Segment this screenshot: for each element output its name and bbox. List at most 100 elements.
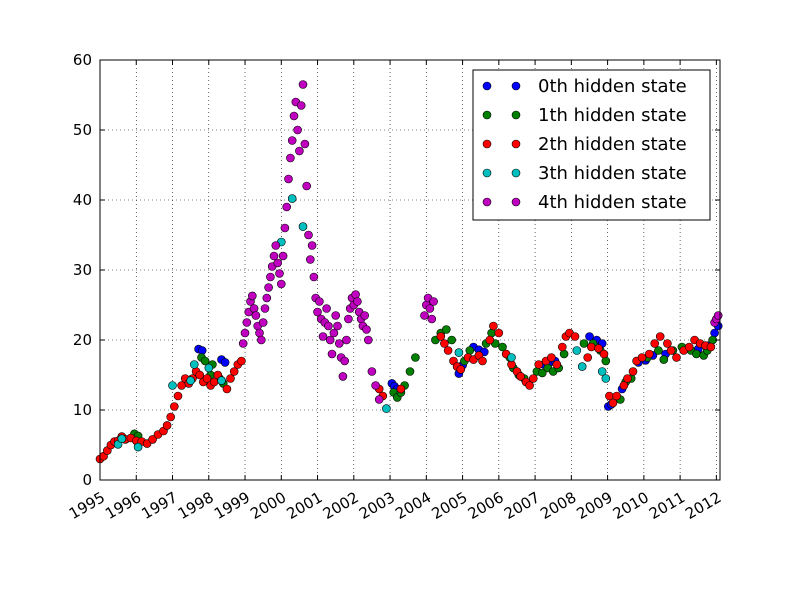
data-point	[537, 368, 547, 378]
data-point	[238, 339, 248, 348]
data-point	[489, 321, 498, 331]
data-point	[411, 353, 420, 362]
data-point	[594, 344, 603, 353]
y-tick-label: 50	[73, 121, 92, 139]
legend-label: 4th hidden state	[538, 192, 687, 213]
data-point	[331, 311, 341, 320]
legend-marker	[482, 81, 492, 91]
data-point	[487, 328, 496, 338]
data-point	[322, 304, 331, 313]
data-point	[333, 321, 342, 331]
data-point	[528, 374, 538, 383]
data-point	[237, 356, 246, 366]
data-point	[327, 349, 337, 359]
data-point	[229, 367, 239, 376]
data-point	[427, 314, 437, 324]
data-point	[302, 181, 312, 191]
data-point	[436, 332, 446, 341]
data-point	[295, 146, 304, 156]
data-point	[266, 272, 275, 282]
data-point	[200, 356, 210, 366]
data-point	[599, 349, 609, 359]
data-point	[166, 412, 175, 422]
data-point	[485, 335, 495, 345]
legend: 0th hidden state 1th hidden state 2th hidd…	[472, 69, 711, 221]
data-point	[425, 304, 435, 313]
data-point	[305, 255, 315, 264]
data-point	[637, 353, 647, 362]
data-point	[304, 230, 313, 240]
data-point	[298, 80, 308, 89]
legend-entry: 1th hidden state	[482, 105, 687, 126]
data-point	[456, 365, 466, 374]
x-tick-label: 1998	[175, 488, 217, 523]
data-point	[255, 328, 264, 338]
legend-marker	[511, 139, 521, 149]
data-point	[217, 376, 226, 385]
data-point	[133, 442, 143, 452]
data-point	[300, 139, 310, 149]
y-tick-label: 40	[73, 191, 92, 209]
data-point	[507, 353, 516, 362]
data-point	[168, 381, 177, 390]
data-point	[666, 346, 676, 355]
data-point	[371, 381, 380, 390]
data-point	[256, 335, 266, 345]
data-point	[608, 398, 618, 408]
x-tick-label: 2010	[610, 488, 652, 523]
legend-marker	[511, 168, 521, 178]
legend-marker	[482, 139, 492, 149]
y-tick-label: 20	[73, 331, 92, 349]
data-point	[552, 360, 562, 369]
axis-ticks	[99, 59, 720, 481]
data-point	[559, 349, 569, 359]
x-tick-label: 2011	[646, 488, 688, 523]
data-point	[570, 332, 580, 341]
data-point	[494, 328, 504, 338]
data-point	[284, 174, 293, 184]
legend-marker	[511, 81, 521, 91]
data-point	[601, 356, 611, 366]
data-point	[242, 318, 252, 327]
data-point	[334, 339, 344, 348]
data-point	[534, 360, 544, 369]
x-tick-label: 2003	[356, 488, 398, 523]
data-point	[654, 346, 663, 355]
data-point	[298, 222, 308, 231]
x-tick-label: 1997	[138, 488, 180, 523]
data-point	[293, 125, 302, 135]
legend-marker	[482, 110, 492, 120]
data-point	[547, 353, 556, 362]
data-point	[275, 269, 284, 278]
data-point	[572, 346, 582, 355]
data-point	[269, 251, 279, 261]
data-point	[443, 346, 453, 355]
data-point	[525, 381, 534, 390]
x-tick-label: 2002	[320, 488, 362, 523]
y-tick-label: 0	[82, 471, 92, 489]
series-2-points	[95, 321, 716, 464]
legend-entry: 0th hidden state	[482, 76, 687, 97]
y-tick-label: 60	[73, 51, 92, 69]
data-point	[601, 374, 611, 383]
data-point	[240, 328, 250, 338]
data-point	[344, 314, 353, 324]
data-point	[220, 358, 230, 367]
data-point	[313, 307, 322, 317]
data-point	[353, 297, 362, 306]
legend-entry: 3th hidden state	[482, 163, 687, 184]
x-tick-label: 2012	[682, 488, 724, 523]
data-point	[307, 241, 317, 250]
data-point	[309, 272, 319, 282]
x-tick-label: 2009	[574, 488, 616, 523]
x-tick-label: 1995	[66, 488, 108, 523]
x-tick-label: 2001	[283, 488, 325, 523]
data-point	[516, 372, 525, 381]
x-tick-label: 2000	[247, 488, 289, 523]
data-point	[248, 291, 257, 301]
data-point	[420, 311, 429, 320]
data-point	[597, 367, 607, 376]
legend-entry: 2th hidden state	[482, 134, 687, 155]
data-point	[170, 402, 179, 411]
data-point	[619, 381, 629, 390]
